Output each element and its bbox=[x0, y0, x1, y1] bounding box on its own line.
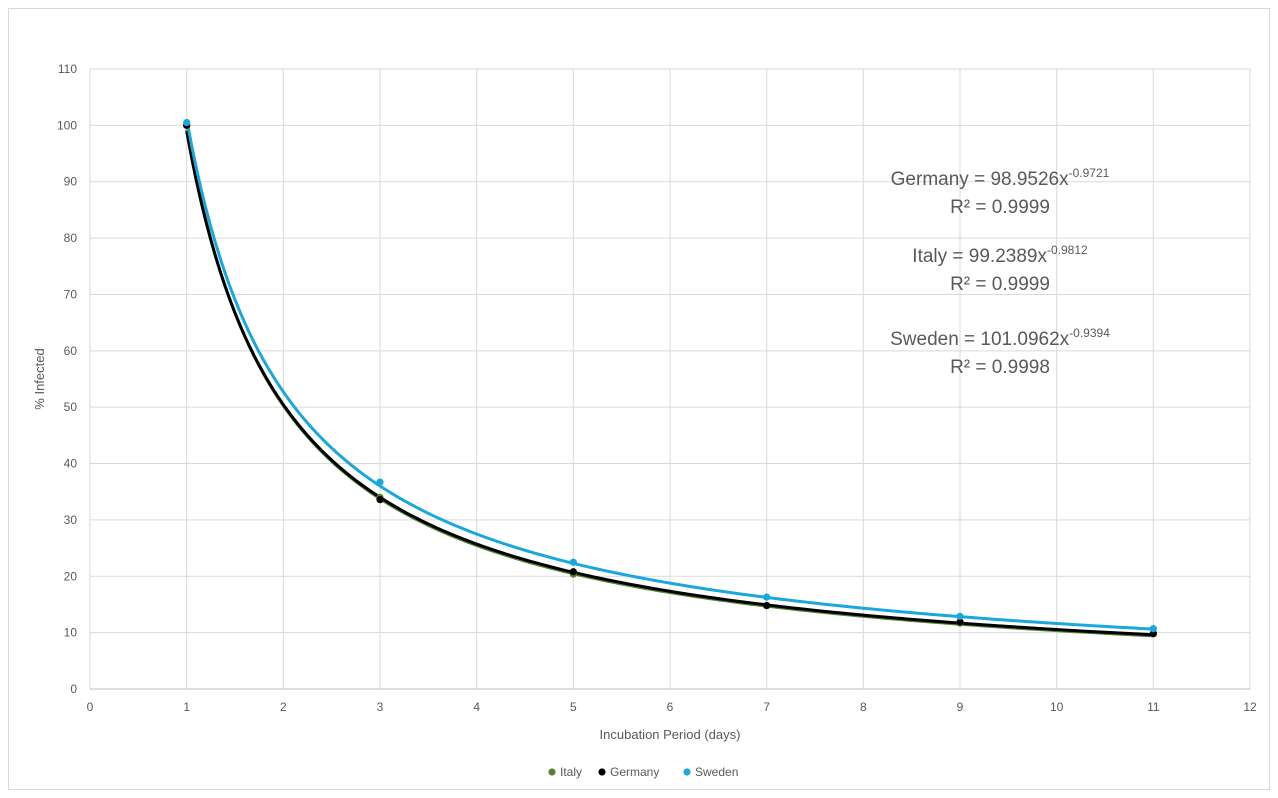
trendline-equation: Germany = 98.9526x-0.9721 bbox=[891, 166, 1110, 190]
data-point-germany bbox=[376, 496, 384, 504]
y-tick-label: 80 bbox=[64, 231, 78, 245]
r-squared-label: R² = 0.9999 bbox=[950, 197, 1050, 218]
data-point-germany bbox=[956, 618, 964, 626]
data-point-sweden bbox=[956, 612, 964, 620]
y-tick-label: 110 bbox=[58, 62, 77, 76]
y-tick-label: 100 bbox=[57, 118, 77, 132]
data-point-sweden bbox=[183, 118, 191, 127]
x-tick-label: 4 bbox=[473, 700, 480, 714]
equation-exponent: -0.9812 bbox=[1047, 243, 1088, 257]
x-axis-title: Incubation Period (days) bbox=[600, 727, 741, 742]
data-point-sweden bbox=[569, 558, 577, 566]
y-tick-label: 20 bbox=[64, 569, 78, 583]
data-point-germany bbox=[1149, 630, 1157, 638]
x-tick-label: 5 bbox=[570, 700, 577, 714]
equation-exponent: -0.9394 bbox=[1069, 326, 1110, 340]
x-tick-label: 10 bbox=[1050, 700, 1064, 714]
trendline-equation: Sweden = 101.0962x-0.9394 bbox=[890, 326, 1110, 350]
data-point-germany bbox=[763, 601, 771, 610]
x-tick-label: 9 bbox=[957, 700, 964, 714]
y-tick-label: 90 bbox=[64, 175, 78, 189]
y-tick-label: 60 bbox=[64, 344, 78, 358]
data-point-sweden bbox=[376, 478, 384, 486]
legend-label-germany: Germany bbox=[610, 765, 659, 779]
r-squared-label: R² = 0.9999 bbox=[950, 274, 1050, 295]
equation-main: Sweden = 101.0962x bbox=[890, 329, 1070, 350]
trendline-equation: Italy = 99.2389x-0.9812 bbox=[912, 243, 1088, 267]
data-point-sweden bbox=[1149, 625, 1157, 633]
y-tick-label: 70 bbox=[64, 287, 78, 301]
x-tick-label: 1 bbox=[183, 700, 190, 714]
x-tick-label: 3 bbox=[377, 700, 384, 714]
legend-marker-germany bbox=[598, 768, 606, 776]
r-squared-label: R² = 0.9998 bbox=[950, 357, 1050, 378]
x-tick-label: 11 bbox=[1147, 700, 1160, 714]
x-tick-label: 12 bbox=[1243, 700, 1257, 714]
y-axis-title: % Infected bbox=[32, 348, 47, 409]
chart-frame bbox=[8, 8, 1270, 790]
equation-main: Italy = 99.2389x bbox=[912, 246, 1047, 267]
x-tick-label: 2 bbox=[280, 700, 287, 714]
y-tick-label: 30 bbox=[64, 513, 78, 527]
trendline-germany bbox=[185, 130, 1154, 637]
y-tick-label: 0 bbox=[70, 682, 77, 696]
x-tick-label: 6 bbox=[667, 700, 674, 714]
x-tick-label: 8 bbox=[860, 700, 867, 714]
data-point-germany bbox=[569, 568, 577, 576]
trendline-sweden bbox=[185, 118, 1154, 631]
legend-marker-sweden bbox=[683, 768, 691, 776]
equation-main: Germany = 98.9526x bbox=[891, 169, 1069, 190]
data-point-sweden bbox=[763, 593, 771, 601]
y-tick-label: 10 bbox=[64, 626, 78, 640]
y-tick-label: 50 bbox=[64, 400, 78, 414]
y-tick-label: 40 bbox=[64, 457, 78, 471]
legend-label-italy: Italy bbox=[560, 765, 582, 779]
legend-marker-italy bbox=[548, 768, 556, 776]
x-tick-label: 7 bbox=[763, 700, 770, 714]
equation-exponent: -0.9721 bbox=[1069, 166, 1110, 180]
x-tick-label: 0 bbox=[87, 700, 94, 714]
legend-label-sweden: Sweden bbox=[695, 765, 738, 779]
